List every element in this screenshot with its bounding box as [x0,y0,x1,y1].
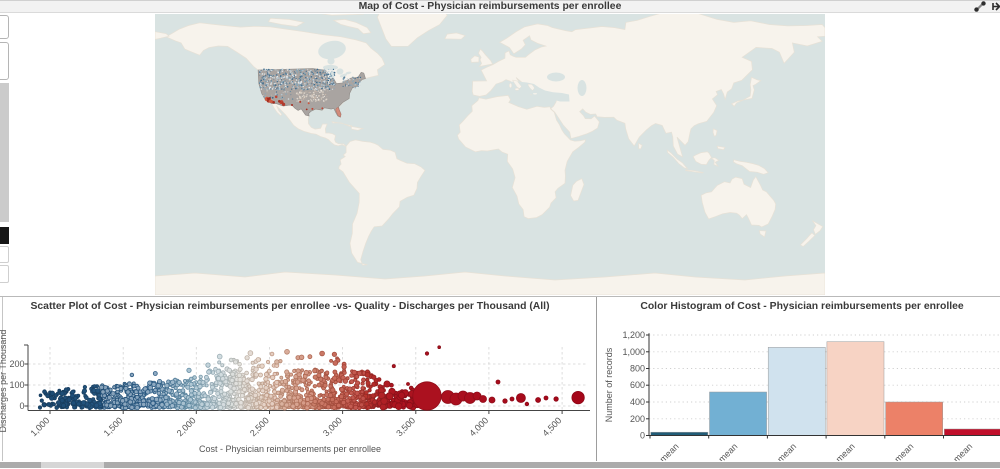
svg-text:1 std dev above mean: 1 std dev above mean [846,441,916,461]
svg-text:4,000: 4,000 [467,415,490,438]
svg-text:800: 800 [630,364,645,374]
svg-text:0: 0 [640,431,645,441]
svg-text:2,500: 2,500 [248,415,271,438]
svg-text:Cost - Physician reimbursement: Cost - Physician reimbursements per enro… [199,444,381,454]
svg-text:2 std dev below mean: 2 std dev below mean [612,441,681,461]
svg-text:600: 600 [630,380,645,390]
svg-text:2 std dev above mean: 2 std dev above mean [905,441,975,461]
svg-text:Number of records: Number of records [604,347,614,422]
svg-text:0: 0 [19,401,24,411]
svg-text:4,500: 4,500 [541,415,564,438]
svg-text:2,000: 2,000 [175,415,198,438]
svg-text:100: 100 [9,380,24,390]
svg-text:200: 200 [9,359,24,369]
svg-text:1,500: 1,500 [102,415,125,438]
svg-text:200: 200 [630,414,645,424]
svg-text:1,000: 1,000 [28,415,51,438]
svg-text:3,500: 3,500 [394,415,417,438]
svg-text:400: 400 [630,397,645,407]
svg-text:Discharges per Thousand: Discharges per Thousand [0,330,8,433]
svg-text:1,200: 1,200 [622,330,645,340]
svg-text:1,000: 1,000 [622,347,645,357]
svg-text:3,000: 3,000 [321,415,344,438]
svg-text:1 std dev below mean: 1 std dev below mean [671,441,740,461]
